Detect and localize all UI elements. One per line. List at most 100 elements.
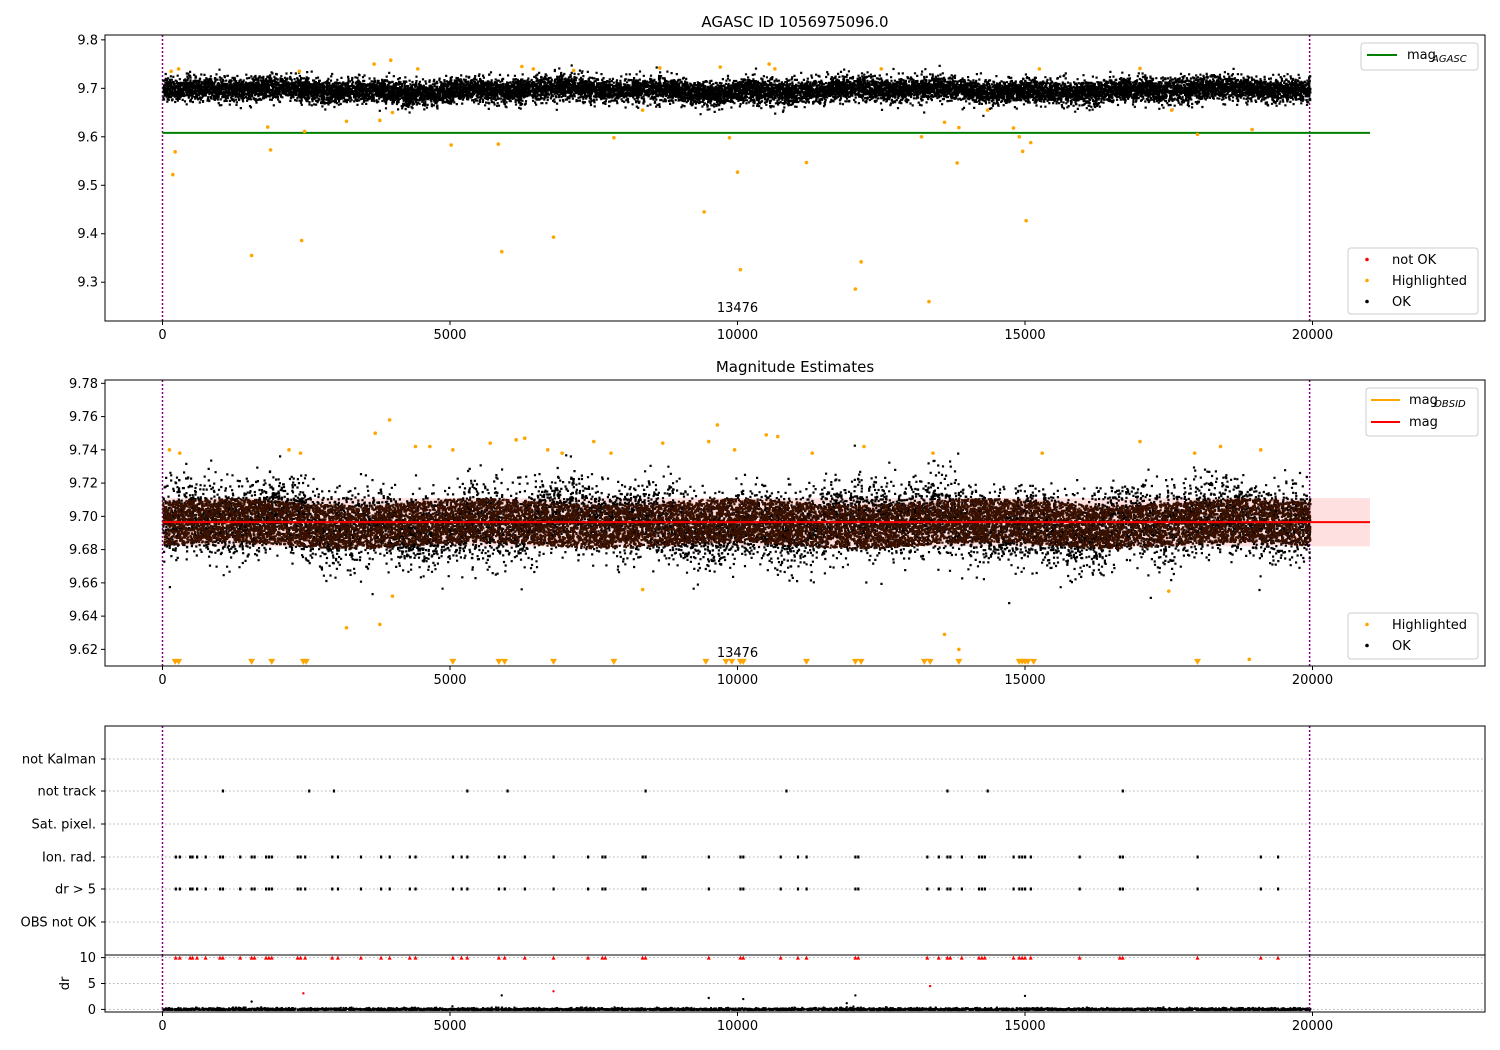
flag-mark <box>644 789 647 793</box>
flag-mark <box>587 855 590 859</box>
flag-mark <box>331 855 334 859</box>
dr-clipped-marker <box>459 955 464 960</box>
highlighted-point <box>1037 67 1042 71</box>
clipped-low-marker <box>1030 658 1038 665</box>
highlighted-point <box>378 622 382 627</box>
flag-mark <box>296 855 299 859</box>
flag-row-label: not track <box>37 785 96 800</box>
highlighted-point <box>499 249 504 254</box>
flag-mark <box>1021 887 1024 891</box>
dr-clipped-marker <box>413 955 418 960</box>
dr-clipped-marker <box>643 955 648 960</box>
flag-mark <box>739 855 742 859</box>
flag-mark <box>308 789 311 793</box>
dr-clipped-marker <box>936 955 941 960</box>
flag-mark <box>805 887 808 891</box>
flag-mark <box>359 887 363 891</box>
y-tick-label: 9.62 <box>69 643 98 658</box>
flag-mark <box>601 855 604 859</box>
flag-mark <box>785 789 788 793</box>
flag-row-label: Sat. pixel. <box>32 818 96 833</box>
highlighted-point <box>957 125 961 130</box>
clipped-low-marker <box>728 658 736 665</box>
flag-mark <box>796 887 800 891</box>
flag-mark <box>1029 887 1032 891</box>
highlighted-point <box>1195 132 1200 137</box>
flag-mark <box>250 855 253 859</box>
dr-clipped-marker <box>1011 955 1016 960</box>
dr-outlier-point <box>845 1001 848 1005</box>
x-tick-label: 15000 <box>1004 673 1045 688</box>
flag-mark <box>221 789 225 793</box>
highlighted-point <box>1011 126 1016 130</box>
highlighted-point <box>1138 66 1142 71</box>
flag-mark <box>253 887 256 891</box>
highlighted-point <box>612 135 616 140</box>
highlighted-point <box>775 434 780 439</box>
dr-clipped-marker <box>977 955 981 960</box>
flag-mark <box>742 887 745 891</box>
highlighted-point <box>640 108 645 112</box>
dr-clipped-marker <box>450 955 455 960</box>
flag-mark <box>644 855 647 859</box>
highlighted-point <box>1250 127 1254 132</box>
dr-clipped-marker <box>358 955 363 960</box>
dr-clipped-marker <box>1258 955 1263 960</box>
flag-mark <box>854 887 857 891</box>
flag-mark <box>1024 855 1027 859</box>
highlighted-point <box>1166 589 1171 593</box>
dr-outlier-point <box>1023 994 1027 998</box>
dr-clipped-marker <box>190 955 195 960</box>
highlighted-point <box>344 625 349 630</box>
flag-mark <box>1024 887 1027 891</box>
flag-mark <box>980 855 984 859</box>
flag-mark <box>466 887 469 891</box>
dr-clipped-marker <box>945 955 950 960</box>
legend <box>1347 247 1479 315</box>
flag-mark <box>304 855 307 859</box>
highlighted-point <box>514 438 518 442</box>
dr-clipped-marker <box>1077 955 1082 960</box>
legend-marker <box>1365 278 1369 283</box>
flag-mark <box>174 855 177 859</box>
flag-mark <box>1018 887 1021 891</box>
flag-mark <box>460 887 463 891</box>
dr-clipped-marker <box>586 955 590 960</box>
dr-outlier-point <box>250 1000 253 1003</box>
dr-clipped-marker <box>177 955 182 960</box>
flag-mark <box>332 789 336 793</box>
highlighted-point <box>249 253 254 258</box>
legend-marker <box>1365 622 1369 627</box>
highlighted-point <box>931 451 935 455</box>
flag-mark <box>497 887 501 891</box>
y-tick-label: 9.76 <box>69 410 98 425</box>
x-tick-label: 10000 <box>717 673 758 688</box>
dr-clipped-marker <box>738 955 743 960</box>
dr-clipped-marker <box>252 955 257 960</box>
dr-clipped-marker <box>640 955 645 960</box>
flag-mark <box>644 887 647 891</box>
y-tick-label: 9.72 <box>69 477 98 492</box>
legend-marker <box>1365 643 1369 648</box>
dr-clipped-marker <box>173 955 178 960</box>
dr-clipped-marker <box>220 955 225 960</box>
highlighted-point <box>545 448 550 452</box>
highlighted-point <box>390 110 395 115</box>
flag-mark <box>253 855 256 859</box>
flag-mark <box>250 887 253 891</box>
dr-y-tick-label: 0 <box>88 1003 96 1018</box>
x-tick-label: 10000 <box>717 328 758 343</box>
flag-mark <box>299 887 302 891</box>
dr-clipped-marker <box>522 955 527 960</box>
highlighted-point <box>551 235 556 239</box>
flag-mark <box>503 855 506 859</box>
highlighted-point <box>609 451 613 455</box>
highlighted-point <box>879 67 884 71</box>
highlighted-point <box>859 260 863 264</box>
highlighted-point <box>727 135 732 140</box>
highlighted-point <box>297 69 302 74</box>
highlighted-point <box>496 142 501 146</box>
flag-mark <box>1121 887 1124 891</box>
dr-clipped-marker <box>948 955 953 960</box>
